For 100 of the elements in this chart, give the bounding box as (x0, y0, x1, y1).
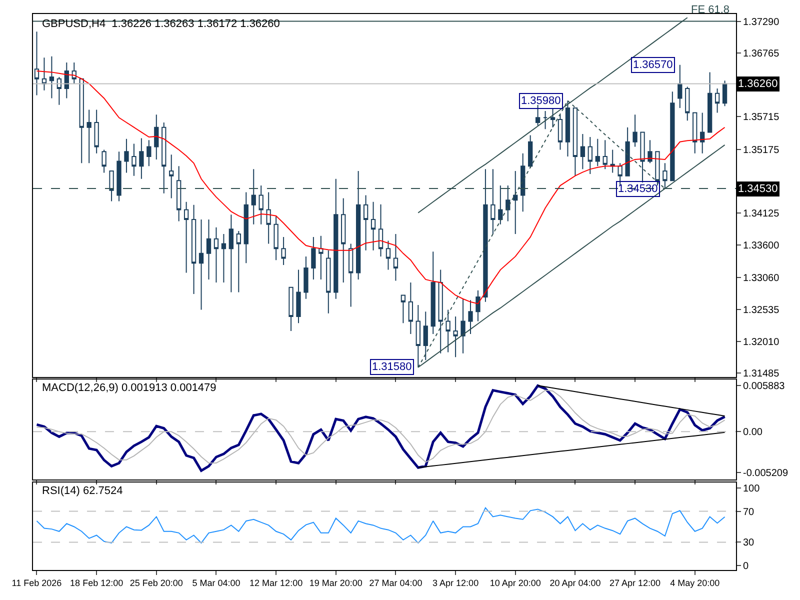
x-tick-label: 3 Apr 12:00 (432, 578, 479, 588)
y-tick-label: -0.005209 (743, 468, 788, 479)
candlestick (334, 178, 338, 300)
candlestick (714, 88, 720, 114)
candlestick (49, 56, 54, 99)
y-tick-label: 1.34125 (743, 208, 780, 220)
annotation: FE 61.8 (691, 4, 730, 16)
candlestick (625, 126, 630, 176)
candlestick (296, 269, 301, 324)
candlestick (154, 114, 159, 160)
candlestick (602, 140, 608, 170)
y-tick-label: 0.00 (743, 427, 763, 438)
x-tick-label: 25 Feb 20:00 (130, 578, 183, 588)
y-tick-label: 1.35175 (743, 144, 780, 156)
candlestick (558, 114, 563, 150)
ref-line-label: 1.36260 (738, 78, 778, 90)
x-tick-label: 18 Feb 12:00 (70, 578, 124, 588)
candlestick (198, 218, 204, 310)
y-tick-label: 1.33060 (743, 273, 780, 284)
candlestick (64, 62, 69, 99)
candlestick (86, 109, 92, 164)
candlestick (550, 107, 556, 128)
candlestick (318, 235, 324, 280)
candlestick (363, 194, 368, 251)
candlestick (42, 57, 47, 91)
candlestick (542, 110, 548, 130)
candlestick (700, 112, 705, 154)
line-series (418, 432, 726, 468)
y-tick-label: 1.32010 (743, 336, 780, 348)
candlestick (640, 132, 645, 183)
candlestick (438, 269, 443, 354)
candlestick (565, 100, 570, 157)
candlestick (79, 78, 84, 164)
candlestick (588, 136, 592, 175)
y-tick-label: 100 (743, 484, 760, 495)
candlestick (214, 226, 219, 284)
text: 1.34530 (618, 183, 658, 195)
y-tick-label: 0 (743, 560, 749, 572)
candlestick (288, 286, 294, 332)
candlestick (678, 64, 682, 108)
candlestick (356, 170, 361, 280)
candlestick (251, 168, 256, 225)
candlestick (228, 214, 234, 293)
candlestick (416, 304, 420, 368)
candlestick (236, 230, 241, 293)
candlestick (56, 76, 62, 106)
y-tick-label: 1.31485 (743, 368, 780, 380)
line-series (537, 385, 726, 417)
candlestick (94, 109, 99, 154)
candlestick (176, 166, 182, 222)
candlestick (139, 138, 144, 180)
line-series (35, 384, 726, 472)
x-tick-label: 10 Apr 20:00 (490, 578, 541, 588)
candlestick (393, 234, 398, 282)
line-series (36, 507, 726, 544)
candlestick (274, 216, 278, 261)
candlestick (595, 138, 600, 167)
candlestick (146, 140, 152, 167)
candlestick (169, 154, 174, 199)
candlestick (490, 168, 496, 235)
x-tick-label: 4 May 20:00 (670, 578, 720, 588)
candlestick (572, 107, 578, 176)
candlestick (408, 282, 414, 335)
candlestick (191, 204, 196, 295)
candlestick (446, 309, 450, 353)
x-tick-label: 19 Mar 20:00 (309, 578, 362, 588)
candlestick (124, 138, 129, 174)
candlestick (184, 201, 189, 274)
candlestick (528, 134, 533, 168)
candlestick (483, 168, 488, 302)
x-tick-label: 27 Apr 12:00 (610, 578, 661, 588)
candlestick (707, 72, 712, 133)
candlestick (162, 122, 166, 194)
text: 1.36570 (633, 59, 673, 71)
chart-title: RSI(14) 62.7524 (42, 485, 123, 497)
candlestick (281, 236, 286, 266)
candlestick (304, 256, 308, 300)
chart-title: GBPUSD,H4 1.36226 1.36263 1.36172 1.36260 (42, 18, 280, 30)
x-tick-label: 5 Mar 04:00 (192, 578, 240, 588)
x-tick-label: 11 Feb 2026 (12, 578, 62, 588)
candlestick (258, 185, 264, 225)
candlestick (386, 240, 391, 270)
candlestick (506, 185, 510, 222)
line-series (36, 70, 726, 304)
candlestick (266, 192, 271, 244)
candlestick (311, 236, 316, 280)
candlestick (72, 62, 76, 84)
candlestick (206, 218, 212, 280)
candlestick (670, 91, 675, 182)
candlestick (610, 149, 615, 174)
candlestick (513, 170, 518, 235)
text: 1.35980 (521, 95, 561, 107)
candlestick (692, 112, 698, 154)
candlestick (476, 290, 480, 322)
candlestick (580, 134, 586, 170)
y-tick-label: 1.33600 (743, 240, 780, 252)
candlestick (348, 243, 354, 308)
candlestick (341, 198, 346, 284)
candlestick (116, 151, 122, 202)
y-tick-label: 1.35715 (743, 112, 780, 124)
